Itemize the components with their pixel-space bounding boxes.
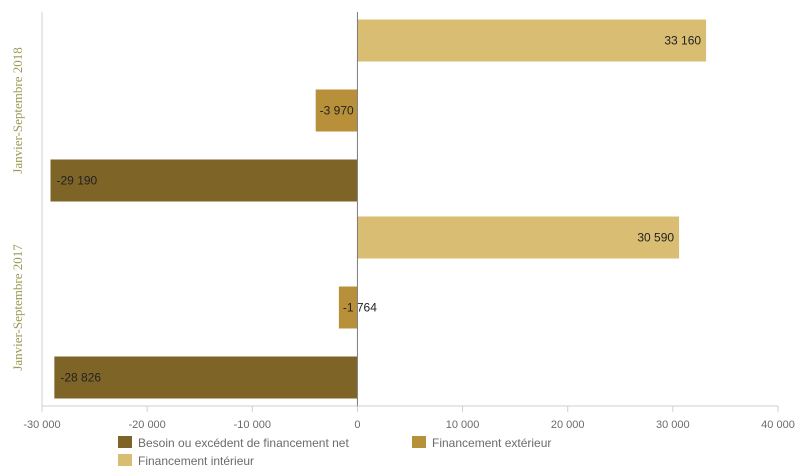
x-tick-label: -30 000: [23, 419, 60, 431]
x-tick-label: -10 000: [234, 419, 271, 431]
x-tick-label: 10 000: [446, 419, 480, 431]
bar: [50, 159, 358, 202]
category-label: Janvier-Septembre 2017: [10, 244, 25, 371]
x-tick-label: 40 000: [761, 419, 795, 431]
data-label: -3 970: [320, 104, 354, 118]
category-label: Janvier-Septembre 2018: [10, 47, 25, 173]
plot-area: -30 000 -20 000 -10 000 0 10 000 20 000 30 000…: [10, 12, 795, 468]
legend-swatch: [412, 436, 426, 448]
x-tick-label: 0: [354, 419, 360, 431]
x-tick-label: 30 000: [656, 419, 690, 431]
data-label: -29 190: [57, 174, 98, 188]
bar: [54, 356, 358, 399]
data-label: 33 160: [664, 34, 701, 48]
data-label: -28 826: [60, 371, 101, 385]
data-label: 30 590: [637, 231, 674, 245]
bar: [357, 216, 680, 259]
legend-label: Financement intérieur: [138, 454, 254, 468]
legend-swatch: [118, 436, 132, 448]
x-tick-label: 20 000: [551, 419, 585, 431]
x-tick-label: -20 000: [128, 419, 165, 431]
legend-label: Financement extérieur: [432, 436, 551, 450]
bar: [357, 19, 707, 62]
legend-swatch: [118, 454, 132, 466]
legend-label: Besoin ou excédent de financement net: [138, 436, 349, 450]
bar: [338, 286, 358, 329]
bar: [315, 89, 358, 132]
data-label: -1 764: [343, 301, 377, 315]
